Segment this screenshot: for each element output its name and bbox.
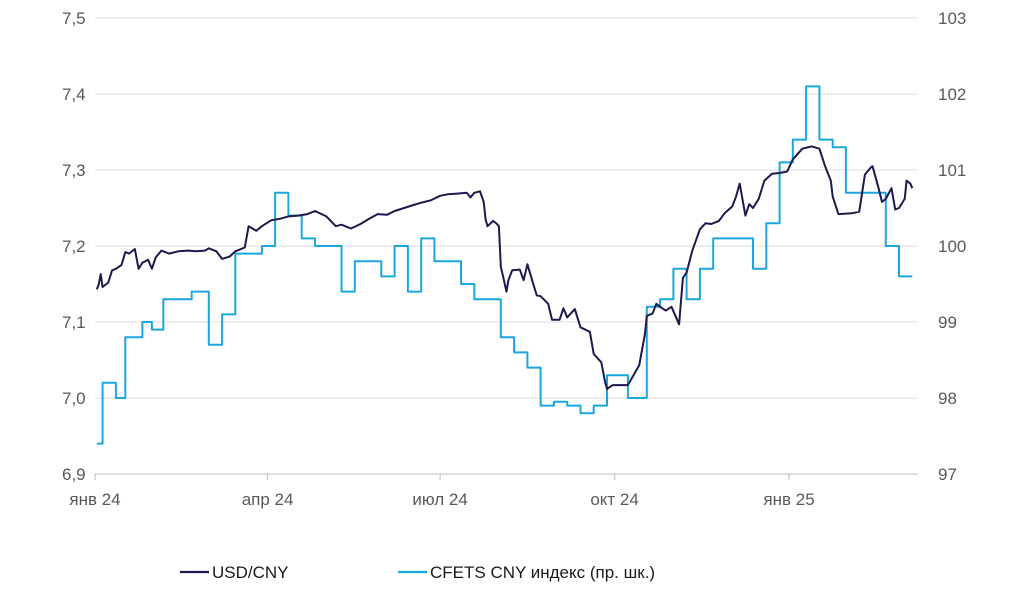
right-tick-label: 100 xyxy=(938,237,966,256)
x-tick-label: окт 24 xyxy=(590,490,639,509)
grid-layer xyxy=(95,17,918,475)
left-axis: 7,5 7,4 7,3 7,2 7,1 7,0 6,9 xyxy=(62,9,86,484)
x-tick-label: июл 24 xyxy=(412,490,467,509)
left-tick-label: 7,4 xyxy=(62,85,86,104)
right-tick-label: 99 xyxy=(938,313,957,332)
right-tick-label: 102 xyxy=(938,85,966,104)
series-line-usdcny xyxy=(95,145,914,390)
left-tick-label: 6,9 xyxy=(62,465,86,484)
legend: USD/CNY CFETS CNY индекс (пр. шк.) xyxy=(180,563,655,582)
legend-label-usdcny: USD/CNY xyxy=(212,563,289,582)
right-tick-label: 98 xyxy=(938,389,957,408)
x-tick-label: янв 24 xyxy=(69,490,120,509)
x-tick-label: янв 25 xyxy=(763,490,814,509)
right-axis: 103 102 101 100 99 98 97 xyxy=(938,9,966,484)
legend-item-usdcny: USD/CNY xyxy=(180,563,289,582)
right-tick-label: 97 xyxy=(938,465,957,484)
series-line-cfets xyxy=(96,85,913,445)
right-tick-label: 103 xyxy=(938,9,966,28)
series-layer xyxy=(95,85,914,445)
left-tick-label: 7,1 xyxy=(62,313,86,332)
left-tick-label: 7,3 xyxy=(62,161,86,180)
right-tick-label: 101 xyxy=(938,161,966,180)
x-axis: янв 24 апр 24 июл 24 окт 24 янв 25 xyxy=(69,474,815,509)
left-tick-label: 7,0 xyxy=(62,389,86,408)
x-tick-label: апр 24 xyxy=(242,490,294,509)
legend-item-cfets: CFETS CNY индекс (пр. шк.) xyxy=(398,563,655,582)
legend-label-cfets: CFETS CNY индекс (пр. шк.) xyxy=(430,563,655,582)
left-tick-label: 7,2 xyxy=(62,237,86,256)
left-tick-label: 7,5 xyxy=(62,9,86,28)
